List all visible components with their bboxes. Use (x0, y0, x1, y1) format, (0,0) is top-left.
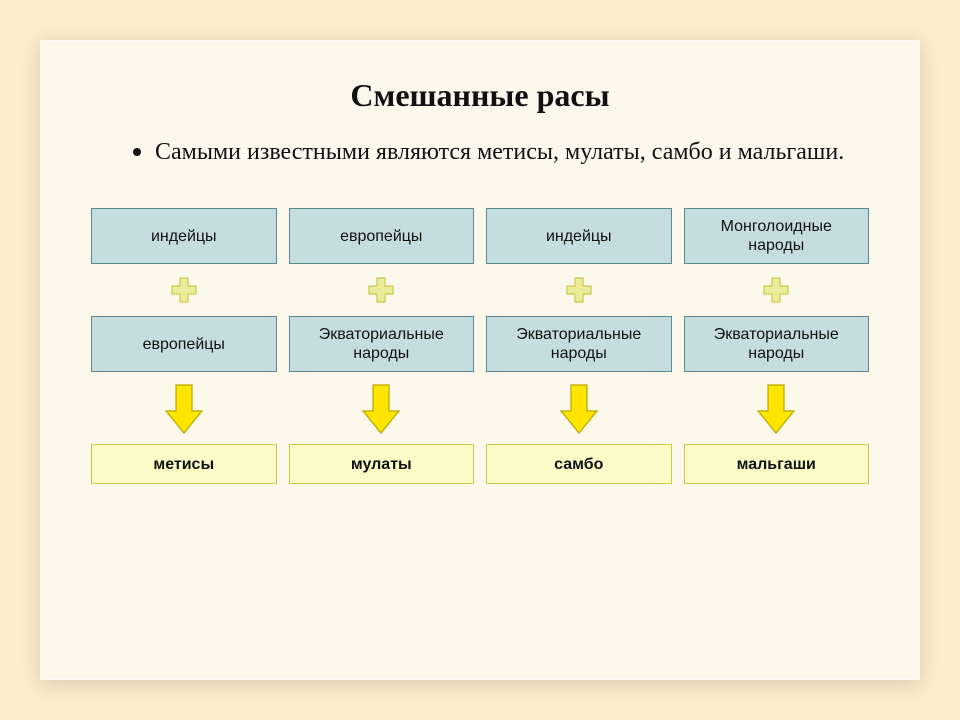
arrow-down-icon (361, 372, 401, 444)
diagram: индейцы европейцы метисы европейцы Экват… (85, 208, 875, 484)
result-box: мулаты (289, 444, 475, 484)
slide-title: Смешанные расы (85, 77, 875, 114)
column: европейцы Экваториальные народы мулаты (289, 208, 475, 484)
arrow-down-icon (164, 372, 204, 444)
input-box-top: европейцы (289, 208, 475, 264)
input-box-mid: Экваториальные народы (289, 316, 475, 372)
plus-icon (366, 264, 396, 316)
column: индейцы европейцы метисы (91, 208, 277, 484)
bullet-text: Самыми известными являются метисы, мулат… (155, 136, 844, 168)
plus-icon (169, 264, 199, 316)
plus-icon (761, 264, 791, 316)
input-box-mid: Экваториальные народы (486, 316, 672, 372)
input-box-top: индейцы (91, 208, 277, 264)
arrow-down-icon (559, 372, 599, 444)
column: индейцы Экваториальные народы самбо (486, 208, 672, 484)
input-box-mid: европейцы (91, 316, 277, 372)
plus-icon (564, 264, 594, 316)
input-box-top: индейцы (486, 208, 672, 264)
result-box: мальгаши (684, 444, 870, 484)
result-box: метисы (91, 444, 277, 484)
result-box: самбо (486, 444, 672, 484)
arrow-down-icon (756, 372, 796, 444)
input-box-mid: Экваториальные народы (684, 316, 870, 372)
column: Монголоидные народы Экваториальные народ… (684, 208, 870, 484)
input-box-top: Монголоидные народы (684, 208, 870, 264)
slide: Смешанные расы Самыми известными являютс… (40, 40, 920, 680)
bullet-dot-icon (133, 148, 141, 156)
bullet-line: Самыми известными являются метисы, мулат… (85, 136, 875, 168)
